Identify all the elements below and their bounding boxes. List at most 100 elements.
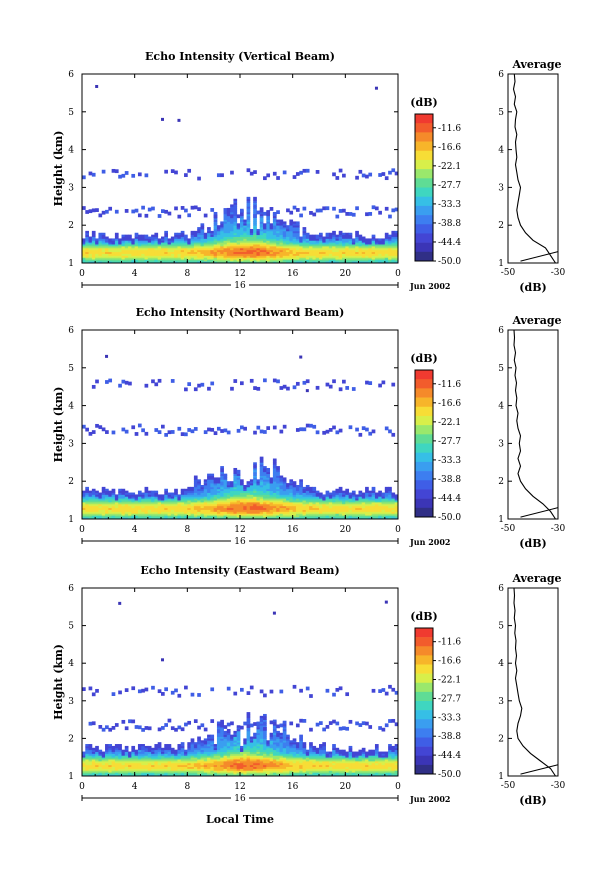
heatmap-cell bbox=[187, 513, 192, 516]
heatmap-cell bbox=[272, 475, 277, 478]
heatmap-cell bbox=[203, 498, 208, 501]
heatmap-cell bbox=[355, 503, 359, 507]
heatmap-cell bbox=[121, 249, 126, 253]
heatmap-cell bbox=[355, 253, 359, 256]
heatmap-cell bbox=[368, 515, 373, 518]
heatmap-cell bbox=[299, 261, 303, 264]
heatmap-cell bbox=[259, 257, 264, 260]
heatmap-cell bbox=[141, 745, 145, 749]
heatmap-cell bbox=[210, 238, 215, 241]
heatmap-cell bbox=[95, 755, 99, 758]
heatmap-cell bbox=[246, 211, 251, 215]
heatmap-cell bbox=[207, 257, 211, 260]
heatmap-cell bbox=[361, 257, 366, 260]
heatmap-cell bbox=[332, 257, 336, 260]
heatmap-cell bbox=[121, 490, 126, 493]
heatmap-cell bbox=[295, 503, 300, 507]
heatmap-cell bbox=[98, 492, 103, 495]
heatmap-cell bbox=[249, 251, 254, 254]
heatmap-cell bbox=[203, 247, 208, 251]
heatmap-cell bbox=[286, 259, 290, 262]
heatmap-cell bbox=[88, 261, 93, 264]
heatmap-cell bbox=[236, 727, 241, 730]
heatmap-cell bbox=[384, 232, 389, 236]
heatmap-cell bbox=[226, 257, 231, 260]
heatmap-cell bbox=[193, 517, 198, 520]
heatmap-cell bbox=[302, 257, 307, 260]
cloud-cell bbox=[193, 205, 198, 210]
heatmap-cell bbox=[328, 511, 333, 514]
heatmap-cell bbox=[332, 509, 336, 512]
heatmap-cell bbox=[384, 236, 389, 239]
heatmap-cell bbox=[305, 496, 310, 499]
heatmap-cell bbox=[299, 255, 303, 258]
heatmap-cell bbox=[151, 492, 155, 495]
heatmap-cell bbox=[147, 500, 152, 503]
heatmap-cell bbox=[177, 759, 182, 762]
heatmap-cell bbox=[355, 242, 359, 245]
heatmap-cell bbox=[200, 249, 205, 253]
heatmap-cell bbox=[223, 500, 228, 503]
heatmap-cell bbox=[332, 259, 336, 262]
heatmap-cell bbox=[249, 483, 254, 486]
heatmap-cell bbox=[325, 501, 330, 505]
heatmap-cell bbox=[299, 259, 303, 262]
colorbar-tick-label: -27.7 bbox=[438, 437, 461, 447]
heatmap-cell bbox=[203, 744, 208, 747]
heatmap-cell bbox=[190, 255, 195, 258]
heatmap-cell bbox=[108, 753, 113, 756]
heatmap-cell bbox=[351, 244, 356, 247]
heatmap-cell bbox=[147, 515, 152, 518]
heatmap-cell bbox=[230, 481, 234, 484]
heatmap-cell bbox=[348, 507, 353, 510]
heatmap-cell bbox=[292, 257, 297, 260]
heatmap-cell bbox=[233, 490, 238, 493]
cloud-cell bbox=[325, 206, 330, 211]
heatmap-cell bbox=[381, 240, 386, 243]
heatmap-cell bbox=[246, 219, 251, 222]
cloud-cell bbox=[253, 722, 257, 726]
heatmap-cell bbox=[230, 738, 234, 741]
heatmap-cell bbox=[184, 513, 188, 516]
heatmap-cell bbox=[384, 238, 389, 241]
heatmap-cell bbox=[230, 219, 234, 222]
cloud-cell bbox=[391, 382, 396, 387]
heatmap-cell bbox=[187, 751, 192, 754]
heatmap-cell bbox=[207, 227, 211, 230]
heatmap-cell bbox=[302, 492, 307, 495]
heatmap-cell bbox=[154, 766, 159, 769]
heatmap-cell bbox=[371, 490, 376, 493]
cloud-cell bbox=[371, 205, 376, 210]
heatmap-cell bbox=[332, 490, 336, 493]
profile-y-tick-label: 1 bbox=[498, 515, 504, 525]
heatmap-cell bbox=[210, 483, 215, 486]
heatmap-cell bbox=[121, 255, 126, 258]
heatmap-cell bbox=[118, 764, 122, 767]
cloud-cell bbox=[85, 210, 89, 214]
heatmap-cell bbox=[187, 517, 192, 520]
heatmap-cell bbox=[276, 247, 280, 251]
heatmap-cell bbox=[332, 240, 336, 243]
heatmap-cell bbox=[108, 238, 113, 241]
heatmap-cell bbox=[220, 760, 224, 764]
heatmap-cell bbox=[236, 259, 241, 262]
heatmap-cell bbox=[187, 249, 192, 253]
heatmap-cell bbox=[253, 749, 257, 752]
heatmap-cell bbox=[312, 486, 317, 490]
heatmap-cell bbox=[203, 764, 208, 767]
heatmap-cell bbox=[286, 486, 290, 490]
heatmap-cell bbox=[325, 251, 330, 254]
heatmap-cell bbox=[309, 501, 313, 505]
cloud-cell bbox=[101, 427, 106, 432]
heatmap-cell bbox=[95, 513, 99, 516]
heatmap-cell bbox=[161, 245, 165, 249]
heatmap-cell bbox=[216, 509, 221, 512]
heatmap-cell bbox=[154, 505, 159, 509]
heatmap-cell bbox=[384, 257, 389, 260]
heatmap-cell bbox=[335, 247, 340, 251]
heatmap-cell bbox=[207, 738, 211, 741]
heatmap-cell bbox=[269, 498, 274, 501]
heatmap-cell bbox=[342, 511, 346, 514]
heatmap-field bbox=[82, 600, 399, 777]
heatmap-cell bbox=[351, 247, 356, 251]
